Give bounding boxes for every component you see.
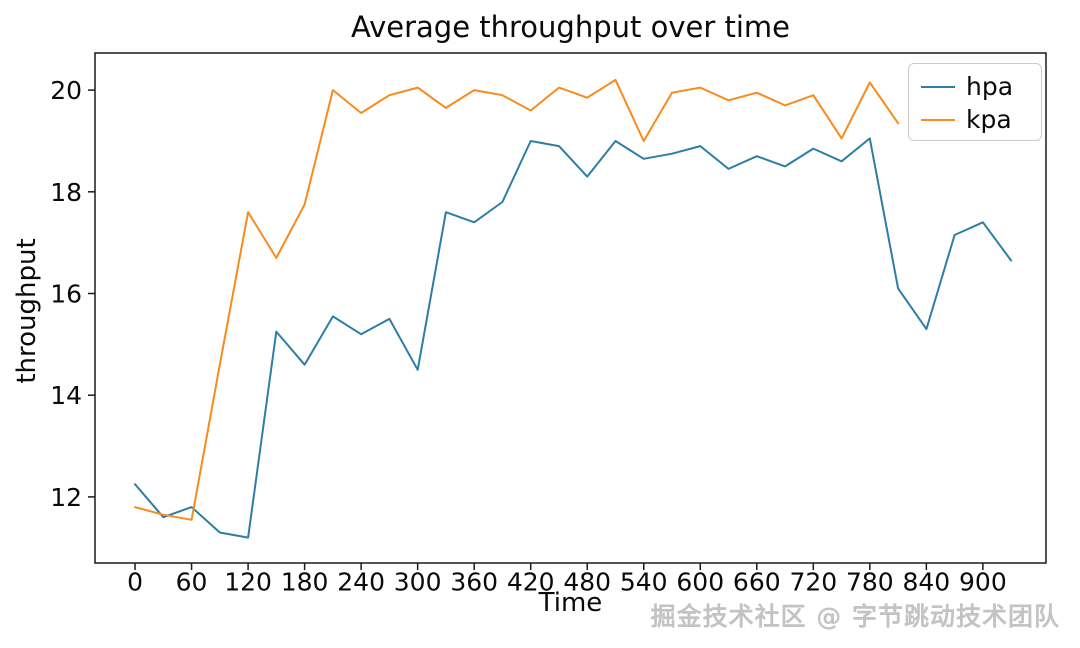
x-axis-label: Time (538, 588, 603, 618)
x-tick-label: 840 (903, 567, 951, 596)
x-tick-label: 900 (959, 567, 1007, 596)
hpa-line (134, 137, 1013, 539)
x-tick-label: 780 (846, 567, 894, 596)
y-tick-label: 20 (50, 76, 82, 105)
y-tick-label: 12 (50, 483, 82, 512)
x-tick-label: 300 (394, 567, 442, 596)
axes-frame (94, 52, 1047, 564)
x-tick-label: 120 (224, 567, 272, 596)
x-tick-label: 600 (676, 567, 724, 596)
legend-item-kpa: kpa (921, 106, 1029, 133)
x-tick-label: 720 (789, 567, 837, 596)
chart-title: Average throughput over time (350, 10, 791, 44)
x-tick-label: 60 (176, 567, 208, 596)
x-tick-label: 540 (620, 567, 668, 596)
x-tick-label: 660 (733, 567, 781, 596)
x-tick-label: 480 (563, 567, 611, 596)
x-tick-label: 180 (281, 567, 329, 596)
kpa-line-swatch (921, 118, 955, 121)
x-tick-label: 420 (507, 567, 555, 596)
hpa-line-swatch (921, 85, 955, 88)
x-tick-label: 360 (450, 567, 498, 596)
y-tick-label: 16 (50, 280, 82, 309)
kpa-line (134, 78, 900, 521)
y-tick-label: 18 (50, 178, 82, 207)
legend-label-kpa: kpa (966, 105, 1012, 134)
legend-label-hpa: hpa (966, 72, 1014, 101)
watermark: 掘金技术社区 @ 字节跳动技术团队 (650, 602, 1060, 631)
legend-item-hpa: hpa (921, 73, 1029, 100)
legend: hpa kpa (908, 63, 1042, 141)
x-tick-label: 240 (337, 567, 385, 596)
y-tick-label: 14 (50, 381, 82, 410)
x-tick-label: 0 (127, 567, 143, 596)
